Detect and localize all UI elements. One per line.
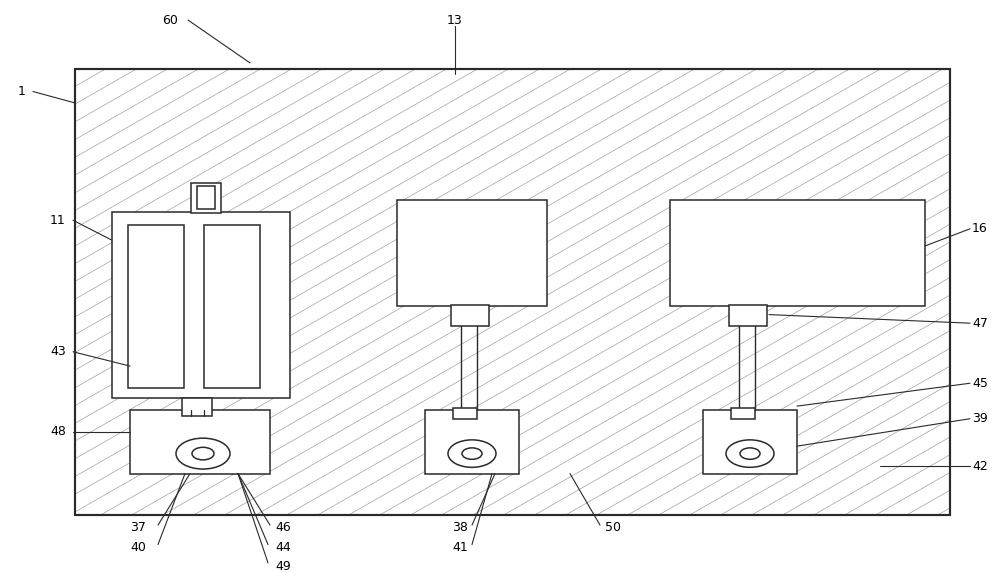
- Text: 38: 38: [452, 521, 468, 534]
- Text: 47: 47: [972, 317, 988, 329]
- Text: 50: 50: [605, 521, 621, 534]
- Bar: [197, 186, 215, 209]
- Bar: [453, 408, 477, 419]
- Bar: [128, 225, 184, 388]
- Text: 13: 13: [447, 14, 463, 26]
- Text: 1: 1: [18, 85, 26, 98]
- Text: 37: 37: [130, 521, 146, 534]
- Text: 48: 48: [50, 426, 66, 438]
- Bar: [75, 69, 950, 515]
- Bar: [75, 69, 950, 515]
- Circle shape: [740, 448, 760, 459]
- Circle shape: [176, 438, 230, 469]
- Circle shape: [192, 447, 214, 460]
- Bar: [130, 410, 270, 474]
- Bar: [204, 225, 260, 388]
- Text: 60: 60: [162, 14, 178, 26]
- Text: 16: 16: [972, 223, 988, 235]
- Bar: [670, 200, 925, 306]
- Bar: [191, 183, 221, 213]
- Text: 49: 49: [275, 560, 291, 572]
- Bar: [703, 410, 797, 474]
- Bar: [112, 212, 290, 398]
- Text: 11: 11: [50, 214, 66, 227]
- Circle shape: [462, 448, 482, 459]
- Circle shape: [448, 440, 496, 467]
- Text: 45: 45: [972, 377, 988, 390]
- Text: 41: 41: [452, 542, 468, 554]
- Text: 42: 42: [972, 460, 988, 472]
- Bar: [729, 305, 767, 326]
- Circle shape: [726, 440, 774, 467]
- Text: 43: 43: [50, 345, 66, 358]
- Bar: [451, 305, 489, 326]
- Text: 46: 46: [275, 521, 291, 534]
- Text: 39: 39: [972, 412, 988, 425]
- Bar: [425, 410, 519, 474]
- Bar: [397, 200, 547, 306]
- Text: 40: 40: [130, 542, 146, 554]
- Bar: [731, 408, 755, 419]
- Bar: [182, 398, 212, 416]
- Text: 44: 44: [275, 542, 291, 554]
